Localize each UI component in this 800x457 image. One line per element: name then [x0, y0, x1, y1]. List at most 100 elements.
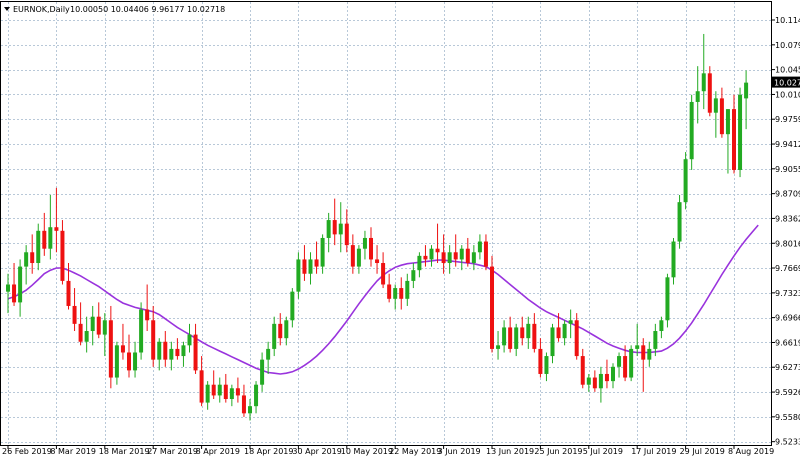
- candle-body: [229, 388, 234, 400]
- candle-body: [465, 248, 470, 264]
- candle-body: [732, 109, 736, 170]
- candle-body: [544, 356, 549, 374]
- candle-body: [314, 259, 319, 267]
- candle-body: [695, 91, 700, 102]
- candle-body: [586, 377, 591, 385]
- candle-body: [629, 348, 634, 378]
- candle-body: [744, 82, 749, 99]
- candle-body: [526, 323, 531, 339]
- candle-body: [393, 288, 398, 299]
- candle-body: [611, 366, 615, 382]
- y-tick-label: 9.97590: [775, 115, 800, 124]
- candle-body: [211, 384, 216, 396]
- candle-body: [127, 352, 131, 371]
- y-tick-label: 9.90555: [775, 165, 800, 174]
- candle-body: [254, 384, 259, 407]
- candle-body: [139, 309, 144, 353]
- candle-body: [326, 220, 331, 238]
- ohlc-label: 10.00050 10.04406 9.96177 10.02718: [70, 5, 225, 14]
- candle-body: [151, 320, 156, 360]
- candle-body: [248, 406, 252, 414]
- y-tick-label: 9.69660: [775, 314, 800, 323]
- candle-body: [375, 259, 380, 264]
- candle-body: [296, 259, 301, 292]
- collapse-triangle-icon[interactable]: [4, 7, 10, 11]
- x-tick-label: 8 Mar 2019: [50, 447, 96, 456]
- candle-body: [84, 331, 89, 342]
- candle-body: [199, 370, 204, 403]
- candle-body: [617, 356, 622, 367]
- candle-body: [514, 327, 519, 349]
- x-tick-label: 30 Apr 2019: [292, 447, 341, 456]
- candle-body: [508, 327, 513, 349]
- y-tick-label: 9.59265: [775, 388, 800, 397]
- candle-body: [145, 309, 150, 321]
- x-tick-label: 8 Aug 2019: [728, 447, 774, 456]
- candle-body: [598, 373, 603, 389]
- ma-line: [7, 224, 759, 375]
- candle-body: [635, 345, 640, 349]
- price-marker-bg: [772, 76, 800, 88]
- candle-body: [157, 341, 162, 360]
- candle-body: [12, 284, 17, 303]
- candle-body: [713, 98, 718, 113]
- price-marker-text: 10.0271: [774, 79, 800, 88]
- y-tick-label: 10.0452: [775, 66, 800, 75]
- candle-body: [459, 248, 464, 260]
- candle-body: [689, 101, 694, 160]
- candle-body: [169, 348, 174, 360]
- x-tick-label: 18 Apr 2019: [244, 447, 293, 456]
- candle-body: [429, 248, 434, 260]
- candles: [6, 33, 749, 421]
- candle-body: [659, 320, 664, 332]
- candle-body: [387, 284, 392, 299]
- candle-body: [362, 237, 367, 249]
- candle-body: [114, 345, 119, 378]
- candle-body: [308, 259, 313, 274]
- candle-body: [532, 323, 537, 349]
- candle-body: [441, 252, 446, 264]
- candle-body: [266, 348, 271, 360]
- candle-body: [738, 94, 743, 170]
- candle-body: [483, 241, 488, 267]
- candle-body: [187, 334, 192, 346]
- candle-body: [369, 237, 373, 260]
- y-tick-label: 9.83625: [775, 214, 800, 223]
- candle-body: [72, 305, 77, 324]
- candle-body: [471, 252, 476, 264]
- candle-body: [381, 263, 386, 285]
- x-tick-label: 3 Jun 2019: [438, 447, 481, 456]
- candle-body: [719, 98, 724, 135]
- candle-body: [18, 266, 23, 303]
- y-tick-label: 9.80160: [775, 239, 800, 248]
- candle-body: [205, 384, 210, 403]
- candle-body: [647, 348, 652, 360]
- candle-body: [30, 252, 35, 264]
- candle-body: [725, 109, 730, 135]
- candle-body: [260, 359, 265, 385]
- y-tick-label: 9.55800: [775, 413, 800, 422]
- candle-body: [54, 227, 59, 231]
- x-tick-label: 17 Jul 2019: [631, 447, 676, 456]
- candle-body: [42, 230, 47, 249]
- candle-body: [302, 259, 307, 274]
- y-tick-label: 9.73230: [775, 289, 800, 298]
- axes: [0, 1, 772, 446]
- candle-body: [241, 395, 246, 414]
- candle-body: [677, 202, 682, 242]
- candle-body: [453, 252, 458, 260]
- candle-body: [48, 227, 53, 249]
- candle-body: [332, 220, 337, 235]
- candle-body: [580, 356, 585, 385]
- candle-body: [338, 223, 343, 235]
- candle-body: [641, 345, 646, 360]
- candle-body: [435, 248, 440, 253]
- y-tick-label: 9.52335: [775, 438, 800, 447]
- x-tick-label: 26 Feb 2019: [2, 447, 52, 456]
- candle-body: [6, 284, 10, 292]
- candle-body: [623, 356, 628, 378]
- y-tick-label: 10.0798: [775, 41, 800, 50]
- y-tick-label: 10.0105: [775, 90, 800, 99]
